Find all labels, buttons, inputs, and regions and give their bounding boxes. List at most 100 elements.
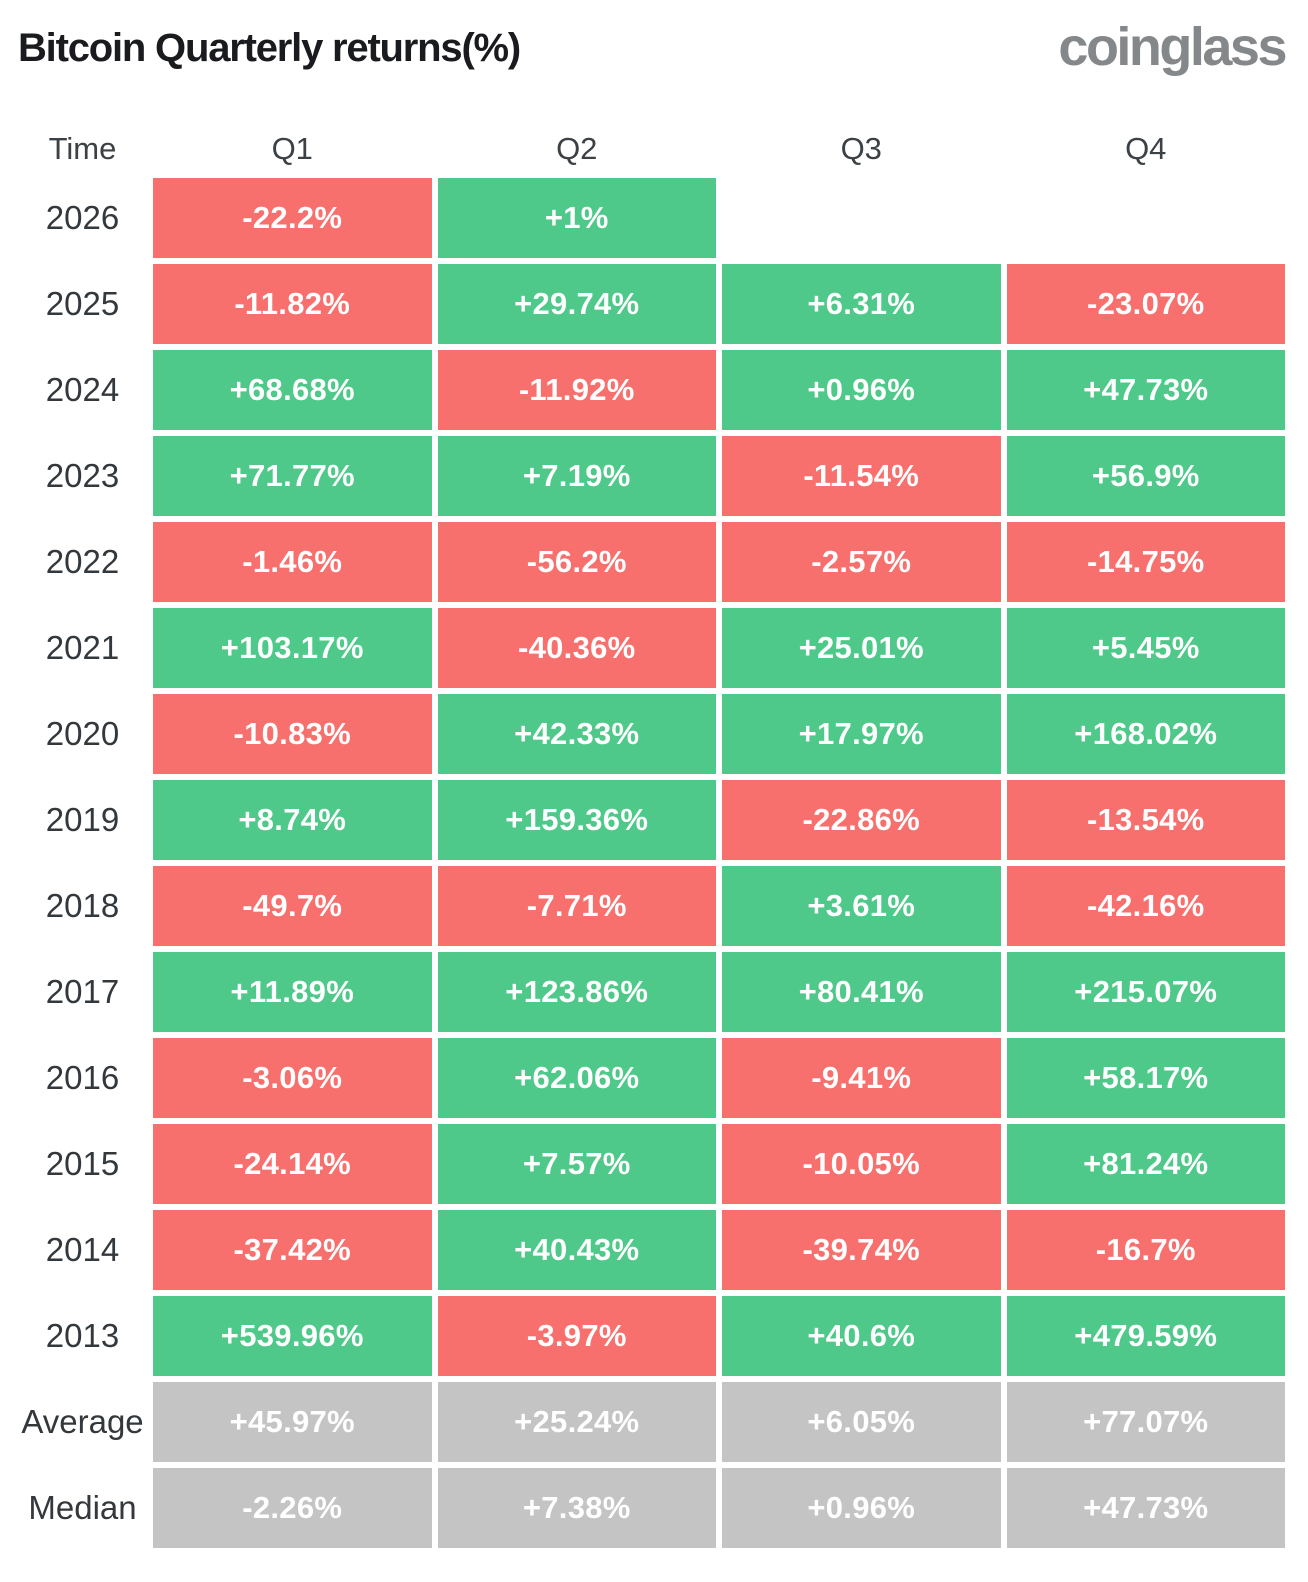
return-cell: +539.96% xyxy=(153,1296,432,1376)
table-row-2018: 2018 -49.7% -7.71% +3.61% -42.16% xyxy=(18,866,1285,946)
row-label: 2020 xyxy=(45,715,120,752)
return-cell: -1.46% xyxy=(153,522,432,602)
row-label: 2022 xyxy=(45,543,120,580)
return-cell: -40.36% xyxy=(437,608,716,688)
return-cell: +40.6% xyxy=(722,1296,1001,1376)
return-cell: -37.42% xyxy=(153,1210,432,1290)
return-cell: +5.45% xyxy=(1006,608,1285,688)
return-cell: -13.54% xyxy=(1006,780,1285,860)
return-cell: +17.97% xyxy=(722,694,1001,774)
return-cell: -3.06% xyxy=(153,1038,432,1118)
return-cell: +58.17% xyxy=(1006,1038,1285,1118)
return-cell: +40.43% xyxy=(437,1210,716,1290)
topbar: Bitcoin Quarterly returns(%) coinglass xyxy=(18,17,1287,102)
return-cell: +103.17% xyxy=(153,608,432,688)
return-cell: +47.73% xyxy=(1006,1468,1285,1548)
column-header-q1: Q1 xyxy=(271,131,313,166)
return-cell: -14.75% xyxy=(1006,522,1285,602)
return-cell: -11.92% xyxy=(437,350,716,430)
return-cell: +6.05% xyxy=(722,1382,1001,1462)
row-label: 2016 xyxy=(45,1059,120,1096)
page-title: Bitcoin Quarterly returns(%) xyxy=(18,26,521,70)
column-header-q2: Q2 xyxy=(556,131,598,166)
return-cell: +0.96% xyxy=(722,1468,1001,1548)
return-cell: +11.89% xyxy=(153,952,432,1032)
return-cell: -2.57% xyxy=(722,522,1001,602)
return-cell: +123.86% xyxy=(437,952,716,1032)
table-row-2016: 2016 -3.06% +62.06% -9.41% +58.17% xyxy=(18,1038,1285,1118)
table-row-2017: 2017 +11.89% +123.86% +80.41% +215.07% xyxy=(18,952,1285,1032)
table-row-2021: 2021 +103.17% -40.36% +25.01% +5.45% xyxy=(18,608,1285,688)
row-label: Average xyxy=(21,1403,144,1440)
table-row-median: Median -2.26% +7.38% +0.96% +47.73% xyxy=(18,1468,1285,1548)
return-cell: -42.16% xyxy=(1006,866,1285,946)
return-cell: +71.77% xyxy=(153,436,432,516)
table-body: 2026 -22.2% +1% 2025 -11.82% +29.74% +6.31% -23… xyxy=(18,178,1285,1548)
return-cell: +77.07% xyxy=(1006,1382,1285,1462)
return-cell: -7.71% xyxy=(437,866,716,946)
return-cell: +25.01% xyxy=(722,608,1001,688)
row-label: 2013 xyxy=(45,1317,120,1354)
table-row-2024: 2024 +68.68% -11.92% +0.96% +47.73% xyxy=(18,350,1285,430)
table-row-2019: 2019 +8.74% +159.36% -22.86% -13.54% xyxy=(18,780,1285,860)
return-cell: -22.2% xyxy=(153,178,432,258)
row-label: 2018 xyxy=(45,887,120,924)
row-label: 2024 xyxy=(45,371,120,408)
return-cell: +80.41% xyxy=(722,952,1001,1032)
table-row-2026: 2026 -22.2% +1% xyxy=(18,178,1285,258)
return-cell: -22.86% xyxy=(722,780,1001,860)
return-cell: -11.82% xyxy=(153,264,432,344)
table-row-2023: 2023 +71.77% +7.19% -11.54% +56.9% xyxy=(18,436,1285,516)
table-row-2025: 2025 -11.82% +29.74% +6.31% -23.07% xyxy=(18,264,1285,344)
table-row-2015: 2015 -24.14% +7.57% -10.05% +81.24% xyxy=(18,1124,1285,1204)
return-cell: +215.07% xyxy=(1006,952,1285,1032)
return-cell: +1% xyxy=(437,178,716,258)
return-cell: +159.36% xyxy=(437,780,716,860)
return-cell: -49.7% xyxy=(153,866,432,946)
return-cell: +7.19% xyxy=(437,436,716,516)
return-cell: +479.59% xyxy=(1006,1296,1285,1376)
return-cell: +42.33% xyxy=(437,694,716,774)
return-cell: +0.96% xyxy=(722,350,1001,430)
return-cell: -10.05% xyxy=(722,1124,1001,1204)
return-cell: -23.07% xyxy=(1006,264,1285,344)
return-cell: +62.06% xyxy=(437,1038,716,1118)
return-cell: +25.24% xyxy=(437,1382,716,1462)
return-cell: +7.38% xyxy=(437,1468,716,1548)
table-row-2014: 2014 -37.42% +40.43% -39.74% -16.7% xyxy=(18,1210,1285,1290)
return-cell: -24.14% xyxy=(153,1124,432,1204)
return-cell xyxy=(1007,178,1286,258)
return-cell: +29.74% xyxy=(437,264,716,344)
row-label: 2014 xyxy=(45,1231,120,1268)
row-label: 2025 xyxy=(45,285,120,322)
return-cell: -3.97% xyxy=(437,1296,716,1376)
row-label: Median xyxy=(28,1489,137,1526)
table-header-row: Time Q1 Q2 Q3 Q4 xyxy=(18,126,1285,172)
table-row-2020: 2020 -10.83% +42.33% +17.97% +168.02% xyxy=(18,694,1285,774)
table-row-average: Average +45.97% +25.24% +6.05% +77.07% xyxy=(18,1382,1285,1462)
return-cell: +45.97% xyxy=(153,1382,432,1462)
return-cell xyxy=(722,178,1001,258)
return-cell: +168.02% xyxy=(1006,694,1285,774)
table-row-2022: 2022 -1.46% -56.2% -2.57% -14.75% xyxy=(18,522,1285,602)
return-cell: -56.2% xyxy=(437,522,716,602)
row-label: 2023 xyxy=(45,457,120,494)
coinglass-logo: coinglass xyxy=(1058,17,1287,77)
row-label: 2019 xyxy=(45,801,120,838)
return-cell: +56.9% xyxy=(1006,436,1285,516)
return-cell: -10.83% xyxy=(153,694,432,774)
return-cell: -39.74% xyxy=(722,1210,1001,1290)
return-cell: -2.26% xyxy=(153,1468,432,1548)
return-cell: -9.41% xyxy=(722,1038,1001,1118)
return-cell: +6.31% xyxy=(722,264,1001,344)
row-label: 2021 xyxy=(45,629,120,666)
return-cell: +68.68% xyxy=(153,350,432,430)
row-label: 2015 xyxy=(45,1145,120,1182)
return-cell: +81.24% xyxy=(1006,1124,1285,1204)
column-header-q3: Q3 xyxy=(840,131,882,166)
return-cell: +3.61% xyxy=(722,866,1001,946)
table-row-2013: 2013 +539.96% -3.97% +40.6% +479.59% xyxy=(18,1296,1285,1376)
return-cell: -11.54% xyxy=(722,436,1001,516)
column-header-time: Time xyxy=(48,131,117,166)
row-label: 2026 xyxy=(45,199,120,236)
